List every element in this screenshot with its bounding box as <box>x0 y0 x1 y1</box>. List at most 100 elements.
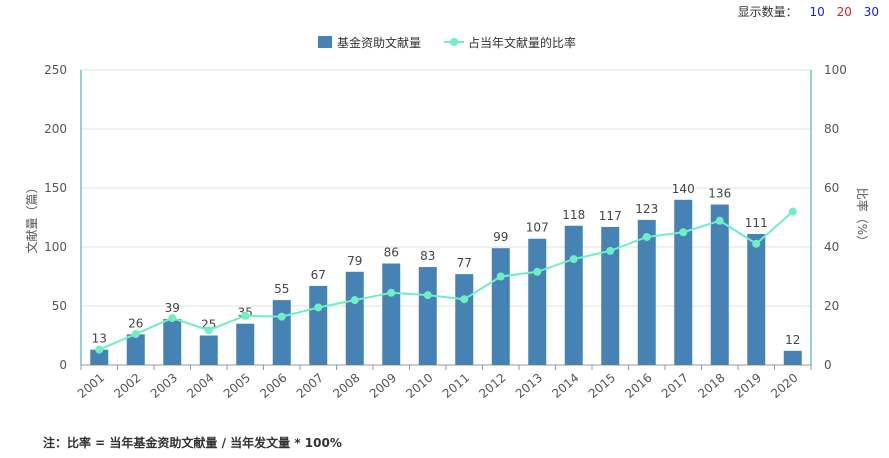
ratio-point <box>642 232 651 241</box>
footnote: 注：比率 = 当年基金资助文献量 / 当年发文量 * 100% <box>43 436 342 450</box>
legend-line-marker <box>450 38 458 46</box>
bar <box>455 274 474 365</box>
display-count-bar: 显示数量： 10 20 30 <box>738 3 879 19</box>
ratio-point <box>204 326 213 335</box>
x-tick-label: 2019 <box>732 371 764 401</box>
bar <box>528 238 547 365</box>
x-tick-label: 2002 <box>111 371 143 401</box>
x-tick-label: 2005 <box>221 371 253 401</box>
x-tick-label: 2007 <box>294 371 326 401</box>
y-right-tick-label: 80 <box>824 122 839 136</box>
bar <box>309 285 328 365</box>
bar <box>163 318 182 365</box>
y-left-tick-label: 200 <box>44 122 67 136</box>
x-tick-label: 2011 <box>440 371 472 401</box>
x-tick-label: 2016 <box>622 371 654 401</box>
bar-value-label: 86 <box>384 246 399 260</box>
ratio-point <box>387 288 396 297</box>
bar-value-label: 111 <box>745 216 768 230</box>
bar-value-label: 13 <box>92 332 107 346</box>
bar <box>601 226 620 365</box>
ratio-point <box>241 311 250 320</box>
bar-value-label: 39 <box>165 301 180 315</box>
x-tick-label: 2015 <box>586 371 618 401</box>
x-tick-label: 2017 <box>659 371 691 401</box>
legend-bar-swatch <box>318 36 332 48</box>
bar <box>491 248 510 365</box>
bar <box>564 225 583 365</box>
ratio-point <box>496 272 505 281</box>
y-left-tick-label: 150 <box>44 181 67 195</box>
bar-value-label: 107 <box>526 221 549 235</box>
legend-line-label: 占当年文献量的比率 <box>468 35 576 50</box>
ratio-point <box>569 255 578 264</box>
y-left-tick-label: 100 <box>44 240 67 254</box>
ratio-point <box>788 207 797 216</box>
ratio-point <box>95 345 104 354</box>
ratio-line <box>98 210 794 351</box>
legend-bar-label: 基金资助文献量 <box>337 35 421 50</box>
ratio-point <box>131 330 140 339</box>
x-tick-label: 2013 <box>513 371 545 401</box>
x-tick-label: 2006 <box>257 371 289 401</box>
funding-chart: 0 50 100 150 200 250 0 20 40 60 80 100 文献量（篇） 比率（%） 13… <box>24 35 870 401</box>
y-left-axis-title: 文献量（篇） <box>24 181 39 253</box>
bar-value-label: 67 <box>311 268 326 282</box>
y-right-tick-label: 0 <box>824 358 832 372</box>
ratio-point <box>423 291 432 300</box>
bar-value-label: 77 <box>457 256 472 270</box>
bar-value-label: 140 <box>672 182 695 196</box>
ratio-point <box>460 295 469 304</box>
bar-value-label: 99 <box>493 230 508 244</box>
bar <box>783 350 802 365</box>
y-right-tick-label: 20 <box>824 299 839 313</box>
x-tick-label: 2018 <box>695 371 727 401</box>
bar <box>345 271 364 365</box>
x-tick-label: 2001 <box>75 371 107 401</box>
ratio-point <box>533 267 542 276</box>
ratio-point <box>350 296 359 305</box>
y-left-tick-label: 250 <box>44 63 67 77</box>
ratio-point <box>168 314 177 323</box>
bar <box>272 300 291 365</box>
y-right-tick-label: 40 <box>824 240 839 254</box>
bar <box>418 267 437 365</box>
bar-value-label: 26 <box>128 316 143 330</box>
display-count-30[interactable]: 30 <box>863 5 879 19</box>
ratio-point <box>314 303 323 312</box>
x-tick-label: 2012 <box>476 371 508 401</box>
x-tick-label: 2008 <box>330 371 362 401</box>
ratio-point <box>752 239 761 248</box>
bar <box>674 199 693 365</box>
bar-value-label: 123 <box>635 202 658 216</box>
x-tick-label: 2009 <box>367 371 399 401</box>
x-tick-label: 2020 <box>768 371 800 401</box>
x-tick-label: 2010 <box>403 371 435 401</box>
y-right-axis-title: 比率（%） <box>855 188 870 247</box>
x-tick-label: 2003 <box>148 371 180 401</box>
bar <box>236 323 255 365</box>
bar <box>126 334 145 365</box>
bar-value-label: 55 <box>274 282 289 296</box>
display-count-20[interactable]: 20 <box>836 5 852 19</box>
bar <box>199 335 218 365</box>
bar-value-label: 118 <box>562 208 585 222</box>
bar <box>382 263 401 365</box>
ratio-point <box>715 216 724 225</box>
bar-value-label: 79 <box>347 254 362 268</box>
bar-value-label: 83 <box>420 249 435 263</box>
x-tick-label: 2014 <box>549 371 581 401</box>
display-count-10[interactable]: 10 <box>809 5 825 19</box>
bar <box>710 204 729 365</box>
ratio-point <box>679 228 688 237</box>
y-left-tick-label: 0 <box>59 358 67 372</box>
bar-value-label: 136 <box>708 187 731 201</box>
y-right-tick-label: 60 <box>824 181 839 195</box>
y-right-tick-label: 100 <box>824 63 847 77</box>
bar <box>747 234 766 365</box>
bar-value-label: 117 <box>599 209 622 223</box>
bar <box>90 349 109 365</box>
y-left-tick-label: 50 <box>52 299 67 313</box>
bar-value-label: 12 <box>785 333 800 347</box>
bar <box>637 219 656 365</box>
